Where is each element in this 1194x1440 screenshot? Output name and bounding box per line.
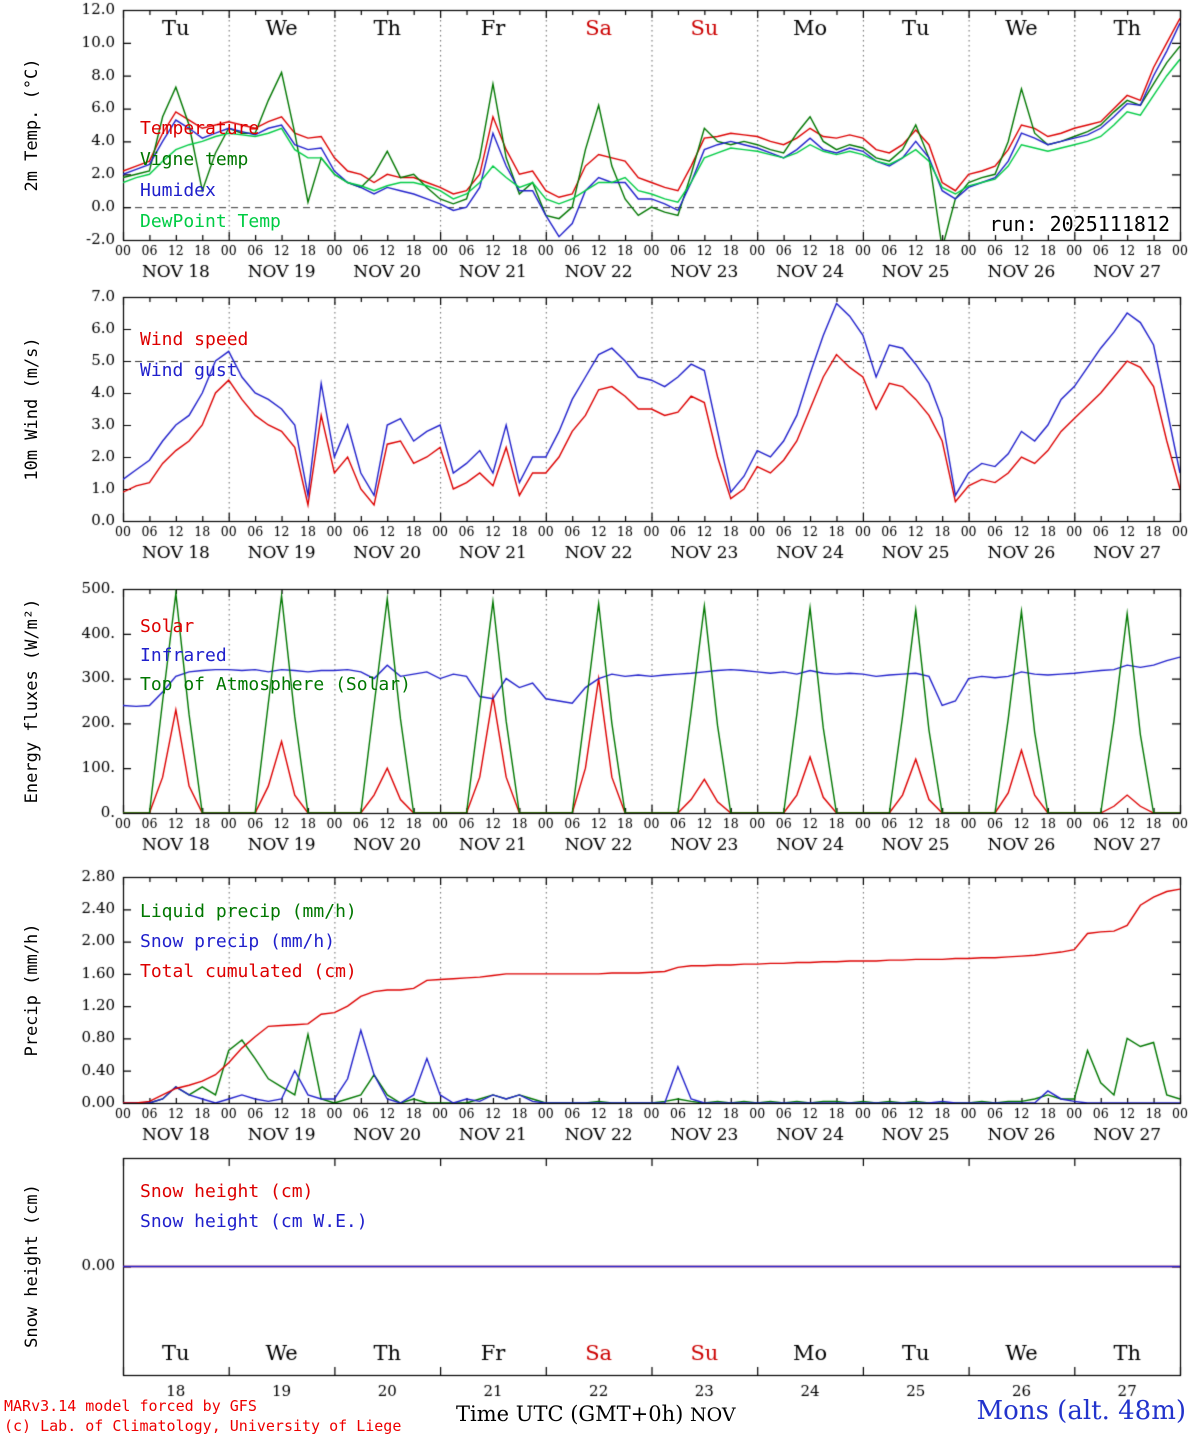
y-axis-title-snow: Snow height (cm) bbox=[22, 1184, 42, 1348]
legend-snow-height-we: Snow height (cm W.E.) bbox=[140, 1211, 368, 1232]
x-axis-title: Time UTC (GMT+0h) bbox=[456, 1402, 684, 1426]
month-label: NOV bbox=[690, 1404, 736, 1426]
legend-infrared: Infrared bbox=[140, 645, 227, 666]
legend-wind-gust: Wind gust bbox=[140, 360, 238, 381]
legend-snow-height: Snow height (cm) bbox=[140, 1181, 314, 1202]
legend-snow-precip: Snow precip (mm/h) bbox=[140, 931, 336, 952]
legend-toa-solar: Top of Atmosphere (Solar) bbox=[140, 674, 411, 695]
legend-solar: Solar bbox=[140, 616, 195, 637]
legend-humidex: Humidex bbox=[140, 180, 216, 201]
legend-vigne-temp: Vigne temp bbox=[140, 149, 249, 170]
legend-temperature: Temperature bbox=[140, 118, 260, 139]
legend-dewpoint-temp: DewPoint Temp bbox=[140, 211, 281, 232]
model-credit-line: MARv3.14 model forced by GFS bbox=[4, 1397, 257, 1415]
y-axis-title-energy: Energy fluxes (W/m²) bbox=[22, 598, 42, 804]
copyright-credit-line: (c) Lab. of Climatology, University of L… bbox=[4, 1417, 402, 1435]
station-label: Mons (alt. 48m) bbox=[976, 1396, 1186, 1426]
y-axis-title-temp: 2m Temp. (°C) bbox=[22, 58, 42, 192]
y-axis-title-precip: Precip (mm/h) bbox=[22, 923, 42, 1057]
model-run-label: run: 2025111812 bbox=[989, 212, 1170, 236]
legend-total-cumulated: Total cumulated (cm) bbox=[140, 961, 357, 982]
legend-wind-speed: Wind speed bbox=[140, 329, 249, 350]
legend-liquid-precip: Liquid precip (mm/h) bbox=[140, 901, 357, 922]
y-axis-title-wind: 10m Wind (m/s) bbox=[22, 337, 42, 481]
